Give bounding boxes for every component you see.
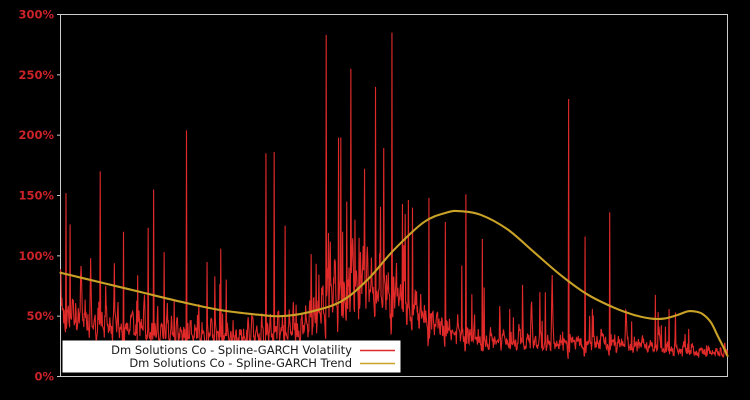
legend-label-volatility: Dm Solutions Co - Spline-GARCH Volatilit… [111, 343, 352, 357]
y-axis-tick-label: 250% [18, 68, 54, 82]
legend-background [62, 340, 401, 373]
chart-legend[interactable]: Dm Solutions Co - Spline-GARCH Volatilit… [62, 340, 401, 373]
y-axis-tick-label: 50% [26, 309, 54, 323]
volatility-series-line [59, 32, 729, 359]
data-series-layer [59, 32, 729, 359]
y-axis-ticks: 0% 50% 100% 150% 200% 250% 300% [18, 8, 61, 384]
legend-label-trend: Dm Solutions Co - Spline-GARCH Trend [129, 356, 352, 370]
trend-series-line [59, 209, 729, 358]
y-axis-tick-label: 0% [34, 370, 54, 384]
y-axis-tick-label: 100% [18, 249, 54, 263]
y-axis-tick-label: 300% [18, 8, 54, 22]
y-axis-tick-label: 150% [18, 189, 54, 203]
y-axis-tick-label: 200% [18, 128, 54, 142]
